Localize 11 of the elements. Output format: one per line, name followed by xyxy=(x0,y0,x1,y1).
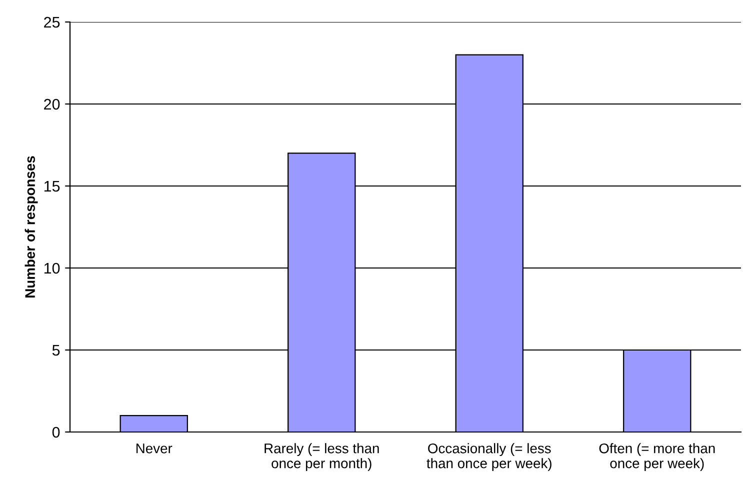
y-tick-label: 25 xyxy=(44,16,60,28)
x-tick-label: Rarely (= less than once per month) xyxy=(264,443,379,472)
y-axis-title: Number of responses xyxy=(24,156,38,298)
y-tick-label: 10 xyxy=(44,262,60,274)
y-tick-label: 20 xyxy=(44,98,60,110)
y-tick-label: 15 xyxy=(44,181,60,192)
x-tick-label: Occasionally (= less than once per week) xyxy=(426,443,552,472)
y-tick-label: 5 xyxy=(52,345,60,356)
x-tick-label: Never xyxy=(136,444,172,454)
y-tick-label: 0 xyxy=(52,426,60,438)
x-tick-label: Often (= more than once per week) xyxy=(599,443,715,472)
